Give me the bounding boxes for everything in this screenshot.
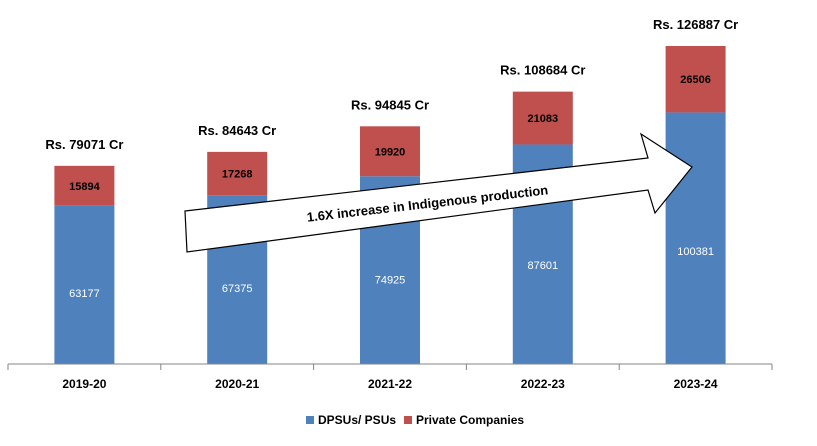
bar-private-2023-24 — [665, 46, 726, 113]
bar-private-2022-23 — [512, 91, 573, 145]
legend-label-dpsu: DPSUs/ PSUs — [318, 413, 396, 427]
data-label-dpsu-2021-22: 74925 — [375, 275, 406, 287]
data-label-dpsu-2022-23: 87601 — [528, 260, 559, 272]
x-axis: 2019-20 2020-21 2021-22 2022-23 2023-24 — [7, 363, 773, 391]
data-label-dpsu-2019-20: 63177 — [69, 288, 100, 300]
data-label-private-2020-21: 17268 — [222, 169, 253, 181]
tick-label-2021-22: 2021-22 — [368, 377, 412, 391]
legend-label-private: Private Companies — [416, 413, 524, 427]
data-label-private-2021-22: 19920 — [375, 146, 406, 158]
legend-swatch-private — [404, 416, 412, 424]
legend: DPSUs/ PSUs Private Companies — [306, 413, 524, 427]
bar-private-2021-22 — [360, 126, 420, 177]
bar-private-2019-20 — [54, 165, 115, 206]
data-label-private-2023-24: 26506 — [680, 74, 711, 86]
total-label-2021-22: Rs. 94845 Cr — [351, 97, 429, 112]
legend-swatch-dpsu — [306, 416, 314, 424]
total-label-2022-23: Rs. 108684 Cr — [500, 63, 585, 78]
total-label-2020-21: Rs. 84643 Cr — [198, 123, 276, 138]
tick-label-2019-20: 2019-20 — [62, 377, 106, 391]
bar-private-2020-21 — [207, 151, 268, 196]
bar-dpsu-2019-20 — [54, 205, 115, 364]
data-label-dpsu-2020-21: 67375 — [222, 283, 253, 295]
data-label-private-2019-20: 15894 — [69, 181, 100, 193]
growth-arrow-shape — [184, 132, 693, 253]
data-label-private-2022-23: 21083 — [528, 113, 559, 125]
tick-label-2020-21: 2020-21 — [215, 377, 259, 391]
tick-label-2023-24: 2023-24 — [674, 377, 718, 391]
total-label-2023-24: Rs. 126887 Cr — [653, 17, 738, 32]
total-label-2019-20: Rs. 79071 Cr — [45, 137, 123, 152]
tick-label-2022-23: 2022-23 — [521, 377, 565, 391]
bar-dpsu-2023-24 — [665, 112, 726, 364]
data-label-dpsu-2023-24: 100381 — [677, 246, 714, 258]
